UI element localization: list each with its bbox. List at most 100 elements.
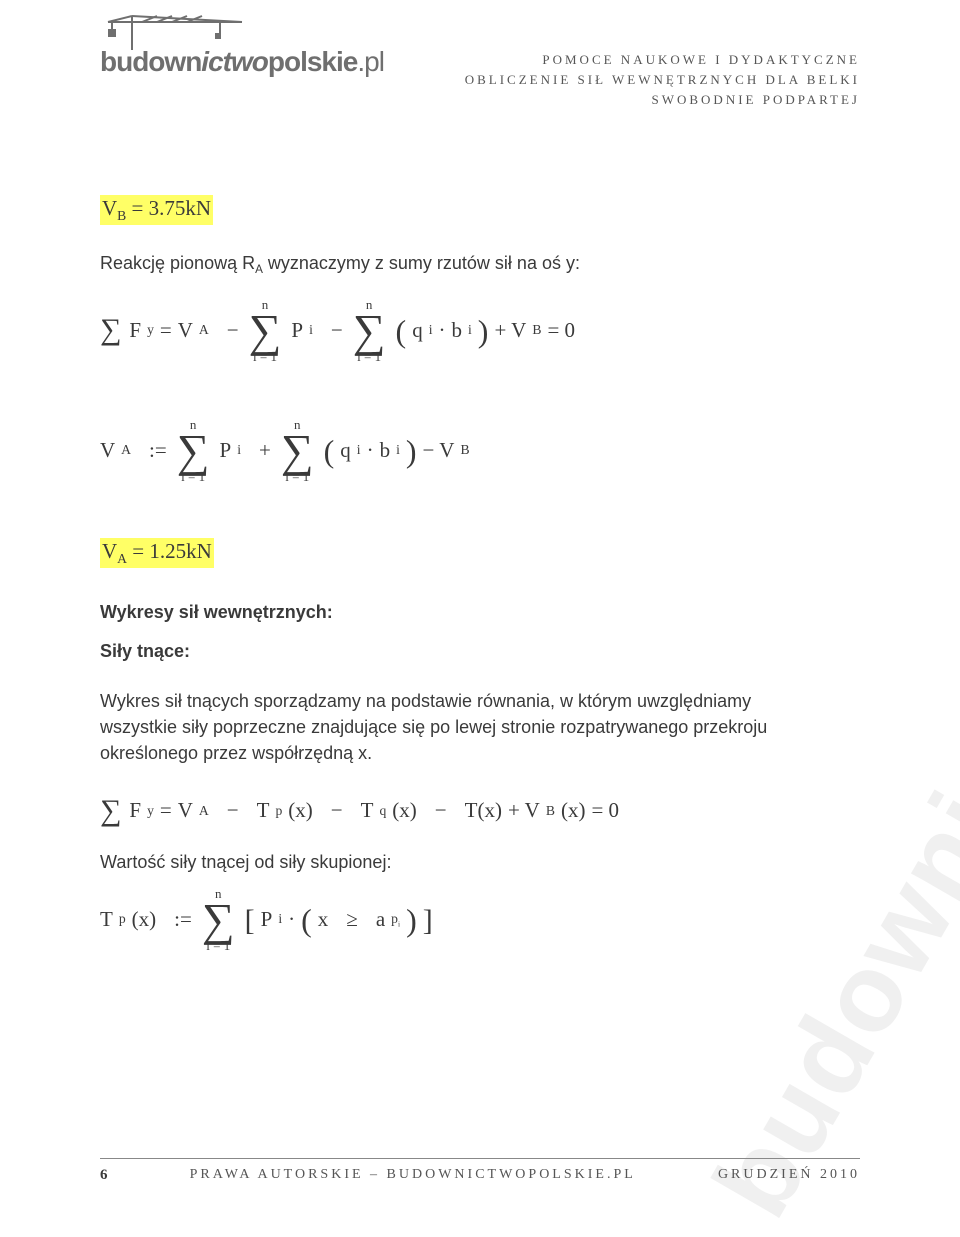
sym-Tp: T [100, 907, 113, 932]
op-minus: − [331, 318, 343, 343]
x4: (x) [132, 907, 157, 932]
page-number: 6 [100, 1167, 108, 1184]
crane-icon [102, 12, 332, 57]
sum-bot: i = 1 [206, 939, 230, 952]
sub-A: A [117, 551, 127, 566]
logo-tld: .pl [357, 46, 384, 77]
site-logo: budownictwopolskie.pl [100, 46, 384, 78]
header-line1: POMOCE NAUKOWE I DYDAKTYCZNE [465, 50, 860, 70]
header-titles: POMOCE NAUKOWE I DYDAKTYCZNE OBLICZENIE … [465, 50, 860, 110]
op-minus: − [227, 798, 239, 823]
sub-i: i [468, 322, 472, 338]
eq-vb-highlight: VB = 3.75kN [100, 195, 213, 225]
op-assign: := [149, 438, 167, 463]
sum-block-5: n ∑ i = 1 [202, 887, 235, 952]
sym-b: b [452, 318, 463, 343]
eq-sumFy-1: ∑ Fy = VA − n ∑ i = 1 Pi − n ∑ i = 1 ( q… [100, 298, 860, 408]
sub-p: p [275, 803, 282, 819]
sub-A: A [199, 322, 209, 338]
para-explain: Wykres sił tnących sporządzamy na podsta… [100, 688, 780, 766]
sym-x: x [318, 907, 329, 932]
eq-va-highlight: VA = 1.25kN [100, 538, 214, 568]
header-line3: SWOBODNIE PODPARTEJ [465, 90, 860, 110]
sum-bot: i = 1 [357, 350, 381, 363]
sym-F: F [129, 798, 141, 823]
sym-VA: V [178, 798, 193, 823]
sigma-icon: ∑ [202, 900, 235, 939]
sub-A: A [121, 442, 131, 458]
rparen: ) [478, 313, 489, 350]
op-plus: + [259, 438, 271, 463]
minusVB: − V [423, 438, 455, 463]
sub-B: B [460, 442, 469, 458]
eq-zero: = 0 [591, 798, 619, 823]
page-header: budownictwopolskie.pl POMOCE NAUKOWE I D… [100, 46, 860, 136]
lparen: ( [301, 902, 312, 939]
va-value: = 1.25kN [127, 539, 212, 563]
sum-block-4: n ∑ i = 1 [281, 418, 314, 483]
eqs: = [160, 318, 172, 343]
sub-p-inner: p [391, 911, 398, 926]
sub-i-inner: i [398, 919, 400, 928]
sym-V: V [102, 539, 117, 563]
sym-P: P [261, 907, 273, 932]
eq-sumFy-2: ∑ Fy = VA − Tp(x) − Tq(x) − T(x) + VB(x)… [100, 794, 860, 828]
para-react: Reakcję pionową RA wyznaczymy z sumy rzu… [100, 253, 860, 276]
sym-V: V [102, 196, 117, 220]
sigma-icon: ∑ [177, 431, 210, 470]
sum-bot: i = 1 [181, 470, 205, 483]
sub-i: i [278, 911, 282, 927]
vb-value: = 3.75kN [126, 196, 211, 220]
eq-va: VA = 1.25kN [100, 538, 860, 568]
sym-Tq: T [361, 798, 374, 823]
sub-B: B [532, 322, 541, 338]
sub-q: q [379, 803, 386, 819]
sym-b: b [380, 438, 391, 463]
sym-F: F [129, 318, 141, 343]
sym-q: q [340, 438, 351, 463]
sub-y: y [147, 803, 154, 819]
lparen: ( [396, 313, 407, 350]
sigma-icon: ∑ [281, 431, 314, 470]
eq-VA-assign: VA := n ∑ i = 1 Pi + n ∑ i = 1 ( qi·bi )… [100, 418, 860, 528]
sub-i: i [309, 322, 313, 338]
rbracket-icon: ] [423, 904, 433, 938]
x1: (x) [288, 798, 313, 823]
sub-B: B [117, 208, 126, 223]
footer-right: GRUDZIEŃ 2010 [718, 1167, 860, 1184]
sigma-icon: ∑ [100, 794, 121, 828]
sym-VA: V [178, 318, 193, 343]
t1-tail: wyznaczymy z sumy rzutów sił na oś y: [263, 253, 580, 273]
sub-i: i [357, 442, 361, 458]
lparen: ( [324, 433, 335, 470]
sym-P: P [291, 318, 303, 343]
x2: (x) [392, 798, 417, 823]
sum-bot: i = 1 [253, 350, 277, 363]
sym-VA: V [100, 438, 115, 463]
sym-Tp: T [257, 798, 270, 823]
lbracket-icon: [ [245, 904, 255, 938]
op-ge: ≥ [346, 907, 358, 932]
op-dot: · [367, 438, 374, 463]
sum-block-1: n ∑ i = 1 [249, 298, 282, 363]
sum-bot: i = 1 [285, 470, 309, 483]
t1-sub: A [255, 263, 263, 276]
op-minus: − [227, 318, 239, 343]
op-dot: · [288, 907, 295, 932]
op-minus: − [435, 798, 447, 823]
sigma-icon: ∑ [353, 311, 386, 350]
sigma-icon: ∑ [249, 311, 282, 350]
heading-sily: Siły tnące: [100, 641, 860, 662]
sym-Tx: T(x) [465, 798, 502, 823]
sub-B: B [546, 803, 555, 819]
op-assign: := [174, 907, 192, 932]
rparen: ) [406, 433, 417, 470]
sub-i: i [396, 442, 400, 458]
sub-i: i [237, 442, 241, 458]
page-footer: 6 PRAWA AUTORSKIE – BUDOWNICTWOPOLSKIE.P… [100, 1158, 860, 1184]
rparen: ) [406, 902, 417, 939]
sub-i: i [429, 322, 433, 338]
t1: Reakcję pionową R [100, 253, 255, 273]
sub-p: pi [391, 911, 400, 928]
heading-wykresy: Wykresy sił wewnętrznych: [100, 602, 860, 623]
